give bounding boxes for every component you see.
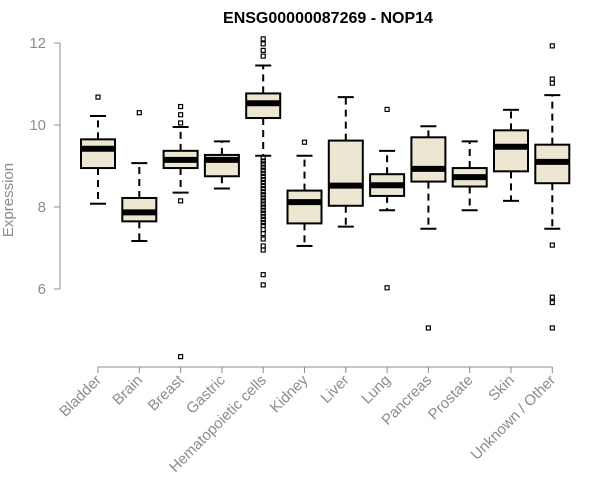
box-bladder — [80, 94, 116, 205]
outlier-point — [260, 247, 266, 253]
y-tick-label: 12 — [29, 35, 46, 52]
box-lung — [369, 106, 406, 291]
outlier-point — [260, 170, 266, 176]
outlier-point — [260, 158, 266, 164]
y-tick-label: 10 — [29, 117, 46, 134]
outlier-point — [260, 53, 266, 59]
x-category-label: Breast — [145, 371, 188, 414]
outlier-point — [549, 43, 555, 49]
y-axis-label: Expression — [0, 163, 17, 237]
outlier-point — [260, 36, 266, 42]
outlier-point — [260, 41, 266, 47]
outlier-point — [260, 210, 266, 216]
outlier-point — [260, 198, 266, 204]
outlier-point — [178, 103, 184, 110]
x-category-label: Liver — [318, 372, 353, 407]
outlier-point — [260, 201, 266, 207]
outlier-point — [260, 173, 266, 179]
outlier-point — [260, 236, 266, 242]
outlier-point — [260, 213, 266, 220]
outlier-point — [260, 216, 266, 222]
outlier-point — [260, 231, 266, 237]
x-category-label: Skin — [485, 372, 518, 405]
outlier-point — [178, 354, 184, 360]
outlier-point — [301, 139, 308, 145]
box-unknown-other — [534, 43, 571, 331]
y-tick-label: 8 — [38, 199, 46, 216]
outlier-point — [384, 285, 390, 291]
boxes — [80, 36, 571, 360]
y-axis: 6 8 10 12 — [29, 35, 61, 298]
outlier-point — [260, 282, 266, 288]
box-gastric — [203, 140, 240, 190]
box-body — [80, 138, 116, 170]
outlier-point — [260, 183, 266, 189]
box-prostate — [451, 140, 488, 212]
outlier-point — [384, 106, 390, 113]
outlier-point — [260, 195, 266, 201]
outlier-point — [549, 76, 555, 82]
x-category-label: Prostate — [425, 372, 477, 424]
outlier-point — [549, 80, 555, 86]
x-category-label: Bladder — [56, 372, 105, 421]
outlier-point — [260, 161, 266, 167]
outlier-point — [260, 167, 266, 173]
outlier-point — [549, 299, 555, 306]
outlier-point — [260, 192, 266, 198]
outlier-point — [260, 204, 266, 210]
box-pancreas — [410, 125, 447, 331]
box-brain — [121, 110, 158, 243]
outlier-point — [549, 294, 555, 300]
outlier-point — [178, 120, 184, 126]
outlier-point — [260, 47, 266, 53]
box-kidney — [286, 139, 323, 247]
box-body — [286, 189, 323, 225]
outlier-point — [549, 242, 555, 248]
outlier-point — [260, 176, 266, 183]
outlier-point — [260, 272, 266, 278]
outlier-point — [260, 226, 266, 233]
y-tick-label: 6 — [38, 281, 46, 298]
x-category-label: Kidney — [267, 371, 312, 416]
outlier-point — [260, 207, 266, 213]
outlier-point — [178, 198, 184, 204]
x-category-label: Lung — [358, 372, 394, 408]
box-body — [327, 139, 364, 207]
chart-title: ENSG00000087269 - NOP14 — [223, 10, 433, 27]
x-category-label: Brain — [109, 372, 146, 409]
outlier-point — [260, 189, 266, 195]
outlier-point — [260, 185, 266, 192]
box-hematopoietic-cells — [245, 36, 282, 288]
box-skin — [493, 108, 529, 202]
outlier-point — [178, 112, 184, 118]
box-body — [493, 129, 529, 173]
outlier-point — [549, 325, 555, 331]
box-liver — [327, 96, 364, 228]
box-body — [410, 136, 447, 183]
outlier-point — [260, 243, 266, 249]
outlier-point — [95, 94, 101, 100]
outlier-point — [260, 164, 266, 170]
outlier-point — [260, 155, 266, 161]
box-breast — [162, 103, 199, 360]
outlier-point — [260, 219, 266, 226]
outlier-point — [136, 110, 142, 116]
outlier-point — [425, 325, 431, 331]
outlier-point — [260, 179, 266, 185]
